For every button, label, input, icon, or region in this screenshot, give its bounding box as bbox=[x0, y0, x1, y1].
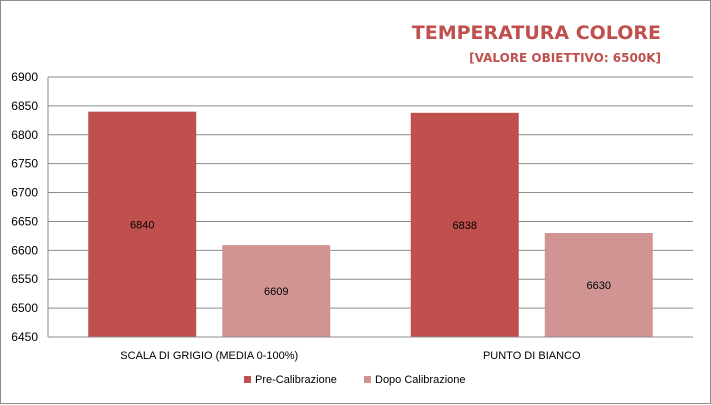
legend: Pre-Calibrazione Dopo Calibrazione bbox=[244, 374, 466, 386]
x-category-label: SCALA DI GRIGIO (MEDIA 0-100%) bbox=[120, 350, 298, 362]
chart-title: TEMPERATURA COLORE bbox=[412, 22, 661, 44]
y-tick-label: 6550 bbox=[11, 272, 38, 286]
y-tick-label: 6900 bbox=[11, 70, 38, 84]
bar bbox=[222, 245, 331, 337]
chart-subtitle: [VALORE OBIETTIVO: 6500K] bbox=[469, 51, 661, 65]
legend-swatch bbox=[244, 376, 251, 383]
bar bbox=[544, 233, 653, 337]
data-label: 6840 bbox=[130, 219, 154, 231]
legend-swatch bbox=[364, 376, 371, 383]
x-category-label: PUNTO DI BIANCO bbox=[483, 350, 581, 362]
legend-label: Pre-Calibrazione bbox=[255, 374, 337, 386]
y-tick-label: 6850 bbox=[11, 99, 38, 113]
x-axis: SCALA DI GRIGIO (MEDIA 0-100%) PUNTO DI B… bbox=[48, 336, 693, 362]
y-tick-label: 6600 bbox=[11, 243, 38, 257]
data-label: 6609 bbox=[264, 286, 288, 298]
legend-label: Dopo Calibrazione bbox=[375, 374, 466, 386]
y-axis: 6450 6500 6550 6600 6650 6700 6750 6800 6850 6900 bbox=[11, 70, 49, 344]
bar bbox=[88, 111, 197, 338]
bar-series: 6840 6609 6838 6630 bbox=[88, 111, 653, 338]
y-tick-label: 6500 bbox=[11, 301, 38, 315]
data-label: 6838 bbox=[453, 220, 477, 232]
bar bbox=[410, 112, 519, 337]
y-tick-label: 6650 bbox=[11, 214, 38, 228]
data-label: 6630 bbox=[587, 280, 611, 292]
y-tick-label: 6450 bbox=[11, 330, 38, 344]
y-tick-label: 6800 bbox=[11, 128, 38, 142]
y-tick-label: 6700 bbox=[11, 186, 38, 200]
y-tick-label: 6750 bbox=[11, 157, 38, 171]
